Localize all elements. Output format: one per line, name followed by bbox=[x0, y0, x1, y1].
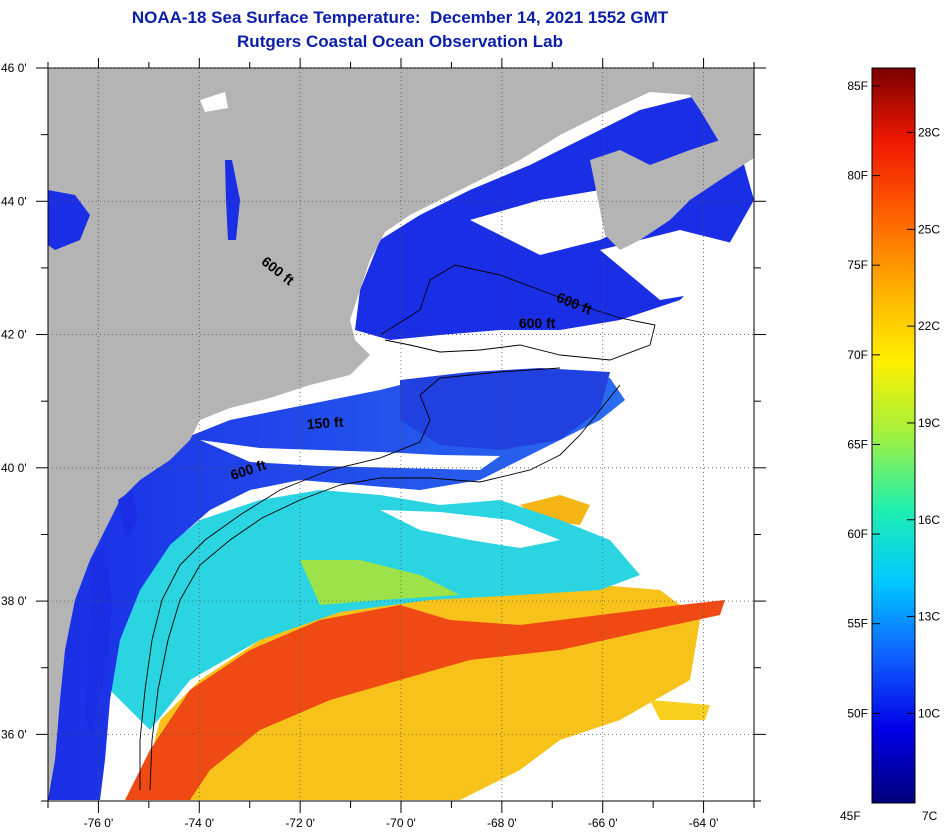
lat-tick-label: 40 0' bbox=[1, 461, 27, 475]
colorbar-f-label: 65F bbox=[847, 437, 868, 451]
latitude-axis: 46 0' 44 0' 42 0' 40 0' 38 0' 36 0' bbox=[1, 61, 766, 802]
colorbar-f-label: 75F bbox=[847, 258, 868, 272]
map-imagery bbox=[48, 68, 754, 801]
colorbar-c-label: 22C bbox=[918, 319, 940, 333]
colorbar-c-label: 10C bbox=[918, 706, 940, 720]
land-mainland bbox=[48, 68, 754, 800]
georges-bank-water bbox=[400, 365, 610, 450]
lat-tick-label: 46 0' bbox=[1, 61, 27, 75]
temperature-colorbar: 85F 80F 75F 70F 65F 60F 55F 50F 28C 25C 22C 19C 16C… bbox=[840, 67, 940, 823]
colorbar-min-c-label: 7C bbox=[922, 809, 938, 823]
colorbar-f-label: 80F bbox=[847, 169, 868, 183]
graticule bbox=[48, 67, 754, 801]
mid-temp-water bbox=[110, 490, 640, 730]
lat-tick-label: 38 0' bbox=[1, 594, 27, 608]
lake-champlain bbox=[225, 160, 240, 240]
colorbar-f-label: 85F bbox=[847, 79, 868, 93]
gulf-stream bbox=[125, 600, 725, 800]
colorbar-c-label: 19C bbox=[918, 416, 940, 430]
colorbar-f-label: 50F bbox=[847, 706, 868, 720]
contour-label: 600 ft bbox=[519, 315, 556, 331]
cold-shelf-water bbox=[48, 370, 625, 800]
lon-tick-label: -76 0' bbox=[84, 816, 114, 830]
cloud-band bbox=[380, 510, 560, 548]
lake-ontario-part bbox=[48, 190, 90, 250]
lon-tick-label: -74 0' bbox=[184, 816, 214, 830]
lat-tick-label: 36 0' bbox=[1, 727, 27, 741]
bathymetry-gulf-of-maine bbox=[379, 264, 656, 361]
bathymetry-150ft bbox=[139, 367, 561, 790]
cloud-over-land bbox=[200, 92, 228, 112]
delaware-bay bbox=[118, 490, 138, 540]
chart-title: NOAA-18 Sea Surface Temperature: Decembe… bbox=[131, 8, 669, 27]
green-water bbox=[300, 560, 460, 605]
contour-label: 150 ft bbox=[306, 414, 344, 433]
fahrenheit-scale: 85F 80F 75F 70F 65F 60F 55F 50F bbox=[847, 79, 880, 720]
colorbar-f-label: 55F bbox=[847, 617, 868, 631]
chesapeake-bay bbox=[85, 545, 112, 740]
cloud-band bbox=[600, 230, 740, 300]
bathymetry-600ft bbox=[149, 384, 621, 791]
colorbar-f-label: 70F bbox=[847, 348, 868, 362]
chart-subtitle: Rutgers Coastal Ocean Observation Lab bbox=[237, 32, 563, 51]
lon-tick-label: -66 0' bbox=[588, 816, 618, 830]
cloud-band bbox=[200, 440, 500, 470]
lat-tick-label: 42 0' bbox=[1, 328, 27, 342]
colorbar-c-label: 13C bbox=[918, 610, 940, 624]
colorbar-min-f-label: 45F bbox=[840, 809, 861, 823]
warm-water-patch bbox=[650, 700, 710, 720]
colorbar-f-label: 60F bbox=[847, 527, 868, 541]
colorbar-c-label: 25C bbox=[918, 222, 940, 236]
lon-tick-label: -70 0' bbox=[386, 816, 416, 830]
lon-tick-label: -72 0' bbox=[285, 816, 315, 830]
lon-tick-label: -68 0' bbox=[487, 816, 517, 830]
colorbar-c-label: 28C bbox=[918, 126, 940, 140]
longitude-axis: -76 0' -74 0' -72 0' -70 0' -68 0' -66 0' -64 … bbox=[47, 58, 755, 830]
lon-tick-label: -64 0' bbox=[689, 816, 719, 830]
land-nova-scotia bbox=[590, 140, 754, 250]
colorbar-gradient bbox=[871, 67, 916, 804]
colorbar-c-label: 16C bbox=[918, 513, 940, 527]
lat-tick-label: 44 0' bbox=[1, 194, 27, 208]
celsius-scale: 28C 25C 22C 19C 16C 13C 10C bbox=[907, 126, 940, 720]
